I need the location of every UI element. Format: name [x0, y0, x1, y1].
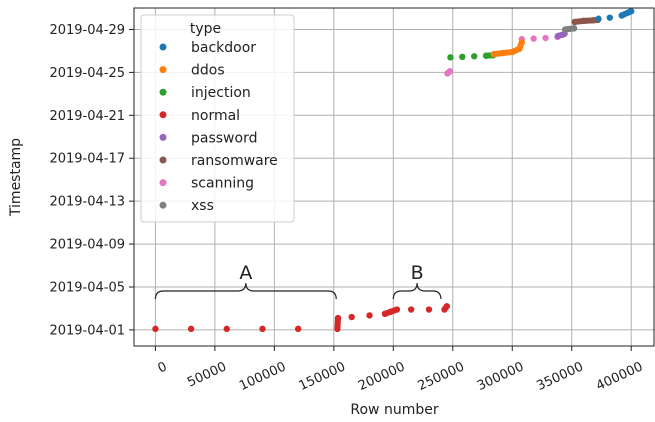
series-backdoor	[595, 8, 635, 22]
legend-label-injection: injection	[191, 85, 251, 101]
data-point-normal	[223, 325, 230, 333]
data-point-ransomware	[571, 18, 578, 26]
annotation-label-b: B	[411, 262, 424, 284]
y-axis-title: Timestamp	[8, 138, 24, 217]
data-point-normal	[387, 308, 395, 315]
legend-label-normal: normal	[191, 108, 240, 124]
data-point-backdoor	[618, 12, 625, 19]
legend-label-scanning: scanning	[191, 176, 254, 192]
data-point-normal	[381, 310, 389, 318]
data-point-ddos	[518, 39, 525, 46]
data-point-normal	[348, 313, 355, 321]
data-point-injection	[459, 53, 466, 61]
data-point-normal	[187, 325, 195, 333]
data-point-backdoor	[595, 15, 602, 22]
data-point-injection	[482, 52, 490, 59]
legend-label-xss: xss	[191, 198, 214, 214]
y-tick-label: 2019-04-13	[49, 195, 125, 210]
data-point-normal	[259, 325, 266, 333]
data-point-xss	[566, 25, 573, 33]
legend-box	[140, 14, 295, 223]
legend-marker-injection	[159, 88, 167, 96]
legend-marker-backdoor	[159, 43, 167, 51]
y-tick-label: 2019-04-25	[49, 66, 125, 81]
data-point-scanning	[530, 35, 537, 42]
data-point-normal	[366, 312, 373, 319]
y-tick-label: 2019-04-09	[49, 238, 125, 253]
data-point-normal	[393, 306, 401, 313]
data-point-ransomware	[580, 17, 587, 25]
legend-label-password: password	[191, 130, 257, 146]
data-point-ddos	[499, 49, 506, 57]
legend-marker-normal	[159, 111, 167, 119]
data-point-ddos	[490, 50, 498, 58]
data-point-normal	[334, 325, 341, 333]
data-point-xss	[570, 25, 578, 32]
legend-title: type	[190, 21, 221, 37]
legend-marker-password	[159, 133, 167, 141]
data-point-normal	[152, 325, 159, 333]
y-tick-label: 2019-04-29	[49, 23, 125, 38]
data-point-normal	[407, 306, 415, 313]
data-point-normal	[334, 314, 342, 322]
y-axis-ticks: 2019-04-01 2019-04-05 2019-04-09 2019-04-13…	[49, 23, 134, 338]
data-point-normal	[425, 306, 433, 313]
x-axis-title: Row number	[350, 402, 438, 418]
data-point-ddos	[516, 45, 523, 52]
y-tick-label: 2019-04-05	[49, 280, 125, 295]
annotation-label-a: A	[239, 262, 252, 284]
data-point-normal	[294, 325, 302, 333]
plot-frame	[133, 7, 655, 347]
annotation-brace-a	[154, 282, 337, 300]
y-tick-label: 2019-04-21	[49, 109, 125, 124]
data-point-ddos	[509, 48, 516, 56]
data-point-ransomware	[589, 17, 597, 24]
legend-label-ransomware: ransomware	[191, 153, 278, 169]
legend: type backdoor ddos injection normal password…	[140, 14, 295, 223]
data-point-injection	[447, 54, 454, 61]
y-tick-label: 2019-04-17	[49, 152, 125, 167]
series-xss	[561, 25, 578, 33]
y-tick-label: 2019-04-01	[49, 323, 125, 338]
data-point-scanning	[542, 34, 549, 42]
data-series	[152, 8, 635, 333]
series-normal	[152, 303, 451, 333]
data-point-injection	[470, 53, 478, 60]
legend-label-ddos: ddos	[191, 63, 225, 79]
data-point-normal	[443, 303, 451, 310]
annotation-brace-b	[392, 282, 442, 300]
grid-lines	[134, 8, 655, 346]
data-point-backdoor	[606, 14, 613, 21]
data-point-backdoor	[628, 8, 635, 15]
legend-marker-ddos	[159, 66, 167, 74]
series-ddos	[490, 39, 525, 58]
legend-label-backdoor: backdoor	[191, 40, 256, 56]
legend-marker-xss	[159, 201, 167, 209]
legend-marker-scanning	[159, 179, 167, 187]
legend-marker-ransomware	[159, 156, 167, 164]
series-ransomware	[571, 16, 602, 26]
data-point-scanning	[446, 68, 454, 75]
